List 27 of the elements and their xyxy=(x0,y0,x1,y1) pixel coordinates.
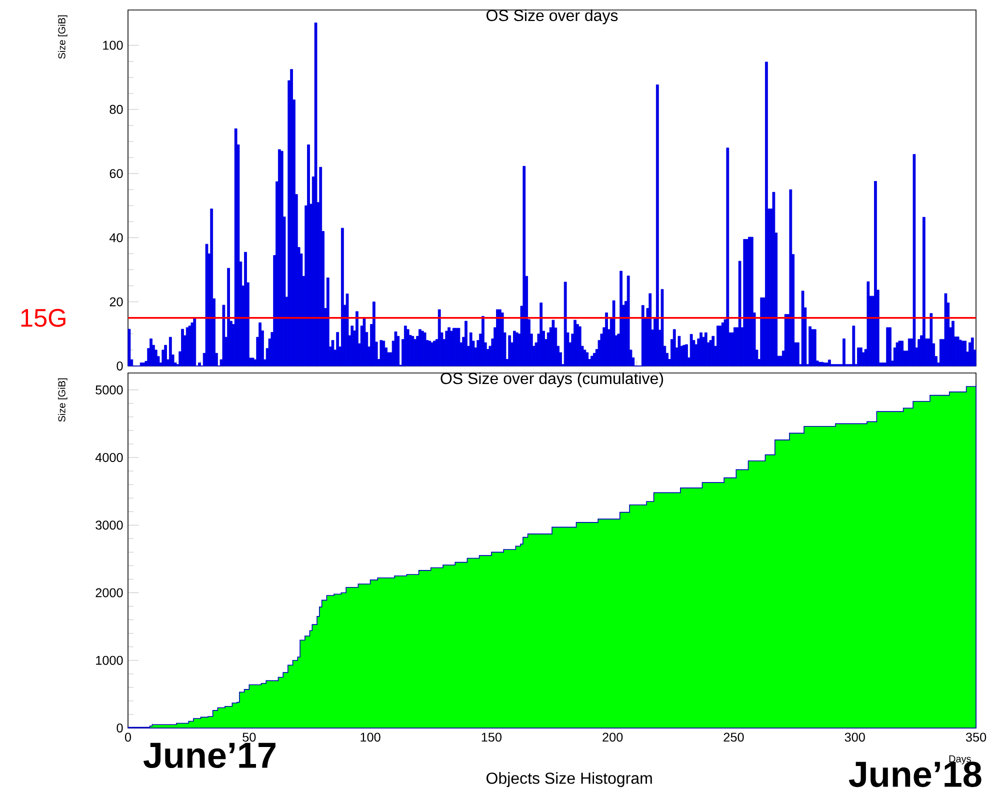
y-tick-label: 0 xyxy=(116,724,123,732)
text: June’17 xyxy=(143,742,276,768)
y-tick-label: 1000 xyxy=(96,656,123,665)
y-axis-title: Size [GiB] xyxy=(58,15,68,59)
y-tick-label: 60 xyxy=(110,169,123,178)
x-tick-label: 150 xyxy=(482,732,502,742)
y-tick-label: 0 xyxy=(116,362,123,370)
x-tick-label: 50 xyxy=(242,732,256,742)
y-tick-label: 2000 xyxy=(96,588,123,598)
y-axis-title: Size [GiB] xyxy=(58,378,68,422)
y-tick-label: 20 xyxy=(110,297,123,306)
y-tick-label: 3000 xyxy=(96,520,123,530)
y-tick-label: 100 xyxy=(103,40,123,50)
y-tick-label: 40 xyxy=(109,233,123,242)
chart-title: OS Size over days (cumulative) xyxy=(440,372,664,388)
x-tick-label: 200 xyxy=(602,732,623,742)
y-tick-label: 4000 xyxy=(95,453,123,462)
ref-line-label: 15G xyxy=(21,308,66,327)
y-tick-label: 5000 xyxy=(96,385,123,394)
x-tick-label: 0 xyxy=(124,732,132,742)
text: Objects Size Histogram xyxy=(486,772,652,788)
x-tick-label: 350 xyxy=(966,732,986,742)
y-tick-label: 80 xyxy=(110,104,123,114)
x-tick-label: 250 xyxy=(724,732,744,742)
x-tick-label: 100 xyxy=(360,732,380,742)
x-tick-label: 300 xyxy=(844,732,865,742)
chart-title: OS Size over days xyxy=(486,9,618,24)
